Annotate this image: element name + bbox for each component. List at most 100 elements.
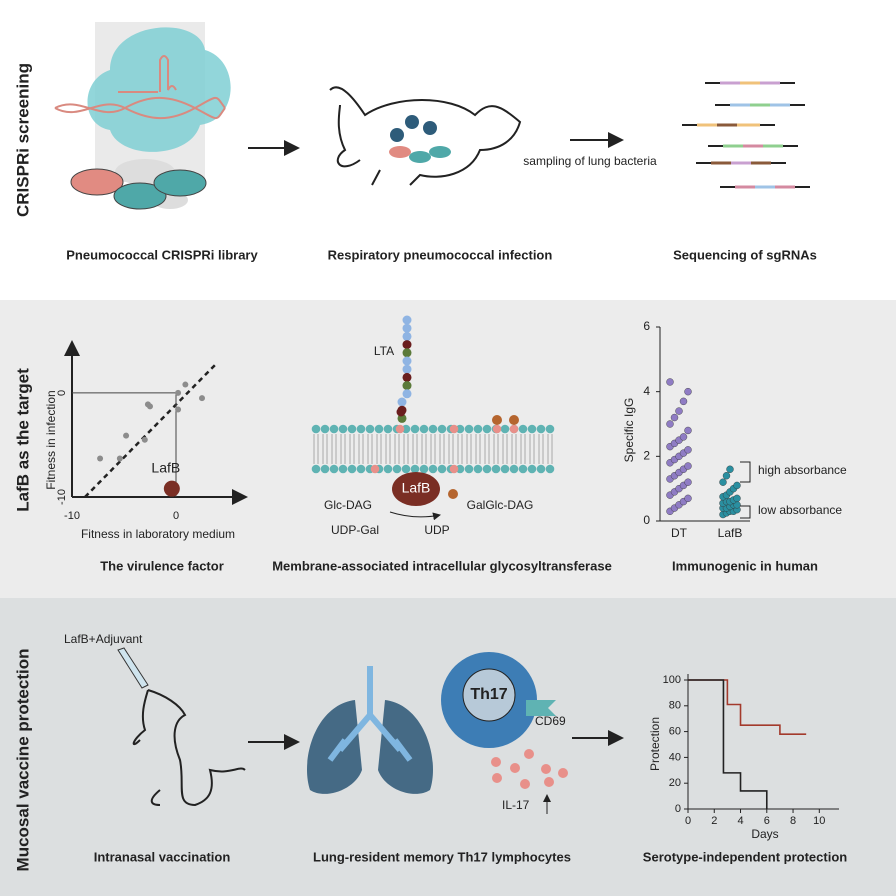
galactose xyxy=(448,489,458,499)
bacterium xyxy=(429,146,451,158)
lipid-tail xyxy=(421,434,427,464)
x-tick-label: -10 xyxy=(64,510,80,522)
label: Glc-DAG xyxy=(324,498,372,512)
bacterium xyxy=(113,182,167,210)
lipid-tail xyxy=(349,434,355,464)
lungs xyxy=(307,700,433,794)
lipid-head xyxy=(392,464,402,474)
lipid-head xyxy=(455,464,465,474)
bacterium xyxy=(153,169,207,197)
point xyxy=(670,413,679,422)
lipid-head xyxy=(491,464,501,474)
lipid-head xyxy=(383,464,393,474)
mouse xyxy=(132,689,246,807)
y-tick-label: 40 xyxy=(669,751,681,763)
membrane xyxy=(311,315,555,474)
caption: Respiratory pneumococcal infection xyxy=(328,247,553,262)
lipid-head xyxy=(500,464,510,474)
x-tick-label: 0 xyxy=(685,815,691,827)
lipid-tail xyxy=(394,434,400,464)
lta-unit xyxy=(402,315,412,325)
x-tick-label: 4 xyxy=(737,815,743,827)
lipid-head xyxy=(401,424,411,434)
pneumococcus xyxy=(390,128,404,142)
lipid-head xyxy=(545,424,555,434)
point xyxy=(144,401,151,408)
sequence-reads xyxy=(682,81,810,189)
annotation: high absorbance xyxy=(758,463,847,477)
nucleus xyxy=(462,668,516,722)
lta-unit xyxy=(402,389,412,399)
lipid-tail xyxy=(412,434,418,464)
survival-line xyxy=(688,679,807,735)
point xyxy=(684,478,692,486)
lipid-tail xyxy=(466,434,472,464)
point xyxy=(679,397,688,406)
lipid-head xyxy=(401,464,411,474)
y-tick-label: 20 xyxy=(669,777,681,789)
point xyxy=(684,462,692,470)
x-tick-label: 10 xyxy=(813,815,825,827)
lipid-head xyxy=(410,424,420,434)
point xyxy=(684,446,692,454)
caption: The virulence factor xyxy=(100,558,224,573)
lipid-head xyxy=(492,424,502,434)
point xyxy=(679,433,688,441)
lipid-tail xyxy=(493,434,499,464)
lipid-tail xyxy=(547,434,553,464)
lipid-head xyxy=(395,424,405,434)
lipid-head xyxy=(338,464,348,474)
point xyxy=(684,426,692,435)
point xyxy=(182,381,189,388)
lipid-tail xyxy=(367,434,373,464)
lipid-head xyxy=(383,424,393,434)
axis-label: Fitness in infection xyxy=(44,390,58,489)
caption: Pneumococcal CRISPRi library xyxy=(66,247,258,262)
lta-unit xyxy=(402,372,412,382)
point xyxy=(684,387,692,396)
lipid-head xyxy=(365,424,375,434)
y-tick-label: -10 xyxy=(56,489,68,505)
lipid-head xyxy=(518,464,528,474)
lipid-tail xyxy=(448,434,454,464)
y-tick-label: 60 xyxy=(669,726,681,738)
lipid-head xyxy=(437,464,447,474)
lipid-head xyxy=(428,464,438,474)
axis-label: Fitness in laboratory medium xyxy=(81,527,235,541)
lipid-tail xyxy=(502,434,508,464)
arrow xyxy=(389,511,441,521)
label: CD69 xyxy=(535,714,566,728)
point xyxy=(675,407,683,415)
lta-unit xyxy=(402,340,412,350)
lipid-tail xyxy=(322,434,328,464)
lipid-tail xyxy=(538,434,544,464)
label: UDP-Gal xyxy=(331,523,379,537)
lipid-head xyxy=(473,464,483,474)
label: GalGlc-DAG xyxy=(467,498,534,512)
galactose xyxy=(492,415,502,425)
galactose xyxy=(509,415,519,425)
x-tick-label: 6 xyxy=(764,815,770,827)
lipid-tail xyxy=(430,434,436,464)
lipid-tail xyxy=(475,434,481,464)
lta-unit xyxy=(402,381,412,391)
dna xyxy=(54,96,226,120)
y-tick-label: 0 xyxy=(643,513,650,527)
point xyxy=(199,395,205,402)
lipid-head xyxy=(482,424,492,434)
bacterium xyxy=(409,151,431,163)
lipid-head xyxy=(509,424,519,434)
lipid-tail xyxy=(331,434,337,464)
bacterium xyxy=(389,146,411,158)
label: LTA xyxy=(374,344,394,358)
caption: Membrane-associated intracellular glycos… xyxy=(272,558,612,573)
diagonal xyxy=(84,364,216,498)
lipid-head xyxy=(473,424,483,434)
lipid-tail xyxy=(520,434,526,464)
lipid-head xyxy=(536,424,546,434)
label: Th17 xyxy=(470,686,507,703)
lipid-head xyxy=(320,464,330,474)
lipid-head xyxy=(437,424,447,434)
